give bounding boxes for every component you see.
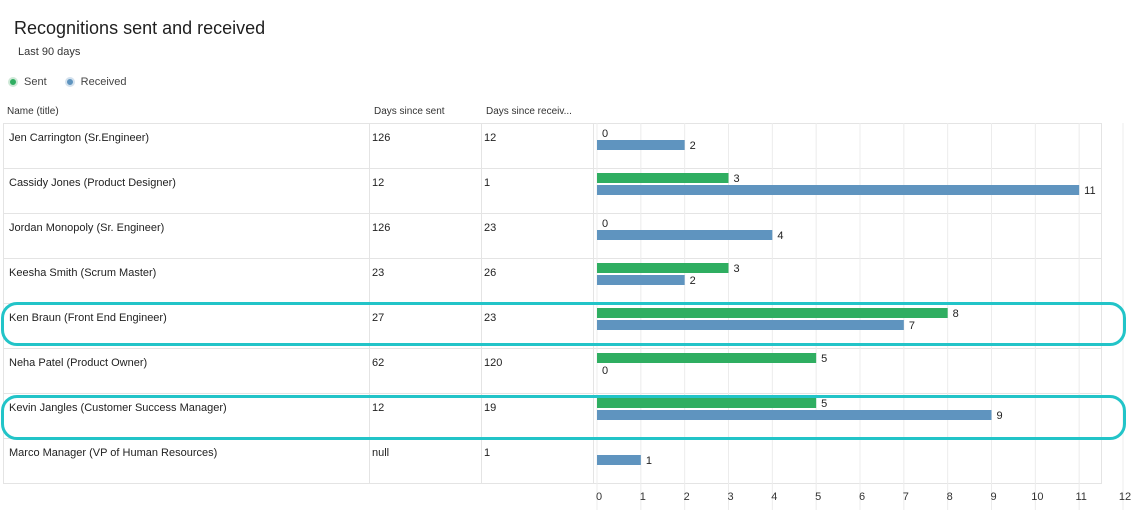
bar-value-label: 0 <box>602 218 608 230</box>
x-tick-label: 7 <box>903 491 909 503</box>
column-header-days-received[interactable]: Days since receiv... <box>486 106 572 117</box>
row-days-sent: 23 <box>372 267 385 279</box>
highlight-outline <box>1 395 1126 440</box>
legend-item-received[interactable]: Received <box>64 76 127 88</box>
x-tick-label: 3 <box>727 491 733 503</box>
row-name: Keesha Smith (Scrum Master) <box>9 267 157 279</box>
row-days-sent: 126 <box>372 222 391 234</box>
row-name: Cassidy Jones (Product Designer) <box>9 177 176 189</box>
highlight-outline <box>1 302 1126 346</box>
bar-value-label: 8 <box>953 308 959 320</box>
column-header-days-sent[interactable]: Days since sent <box>374 106 445 117</box>
row-name: Ken Braun (Front End Engineer) <box>9 312 167 324</box>
bar-value-label: 0 <box>602 128 608 140</box>
bar-value-label: 7 <box>909 320 915 332</box>
received-bar <box>597 275 685 285</box>
row-days-received: 120 <box>484 357 503 369</box>
row-days-sent: 62 <box>372 357 385 369</box>
legend-label-received: Received <box>80 76 127 88</box>
received-bar <box>597 455 641 465</box>
x-tick-label: 0 <box>596 491 602 503</box>
bar-value-label: 2 <box>690 140 696 152</box>
row-days-received: 26 <box>484 267 497 279</box>
x-tick-label: 12 <box>1119 491 1131 503</box>
table-row[interactable]: Keesha Smith (Scrum Master) 23 26 <box>3 258 1102 303</box>
legend-item-sent[interactable]: Sent <box>8 76 47 88</box>
table-row[interactable]: Jen Carrington (Sr.Engineer) 126 12 <box>3 123 1102 168</box>
bar-value-label: 1 <box>646 455 652 467</box>
row-name: Marco Manager (VP of Human Resources) <box>9 447 218 459</box>
row-name: Kevin Jangles (Customer Success Manager) <box>9 402 227 414</box>
chart-legend: Sent Received <box>8 76 127 88</box>
page-subtitle: Last 90 days <box>18 46 81 58</box>
sent-bar <box>597 263 729 273</box>
row-name: Jordan Monopoly (Sr. Engineer) <box>9 222 165 234</box>
x-tick-label: 11 <box>1075 491 1086 503</box>
column-header-name[interactable]: Name (title) <box>7 106 59 117</box>
bar-value-label: 5 <box>821 398 827 410</box>
x-tick-label: 5 <box>815 491 821 503</box>
x-tick-label: 2 <box>684 491 690 503</box>
table-row[interactable]: Cassidy Jones (Product Designer) 12 1 <box>3 168 1102 213</box>
bar-value-label: 4 <box>777 230 783 242</box>
row-days-sent: 126 <box>372 132 391 144</box>
page-title: Recognitions sent and received <box>14 18 266 38</box>
sent-bar <box>597 308 948 318</box>
table-row[interactable]: Neha Patel (Product Owner) 62 120 <box>3 348 1102 393</box>
row-days-sent: 12 <box>372 402 385 414</box>
received-bar <box>597 320 904 330</box>
row-days-received: 12 <box>484 132 497 144</box>
bar-value-label: 0 <box>602 365 608 377</box>
sent-bar <box>597 173 729 183</box>
sent-bar <box>597 353 817 363</box>
row-name: Neha Patel (Product Owner) <box>9 357 148 369</box>
x-tick-label: 10 <box>1031 491 1043 503</box>
row-days-sent: 12 <box>372 177 385 189</box>
bar-value-label: 5 <box>821 353 827 365</box>
table-bottom-border <box>3 483 1102 484</box>
received-dot-icon <box>64 77 75 87</box>
received-bar <box>597 230 773 240</box>
row-days-received: 19 <box>484 402 497 414</box>
x-tick-label: 8 <box>947 491 953 503</box>
row-days-sent: 27 <box>372 312 385 324</box>
received-bar <box>597 185 1080 195</box>
x-tick-label: 9 <box>990 491 996 503</box>
column-divider <box>3 123 4 484</box>
sent-bar <box>597 398 817 408</box>
received-bar <box>597 410 992 420</box>
row-days-received: 23 <box>484 222 497 234</box>
x-tick-label: 1 <box>640 491 646 503</box>
row-days-sent: null <box>372 447 390 459</box>
legend-label-sent: Sent <box>24 76 47 88</box>
x-tick-label: 6 <box>859 491 865 503</box>
table-row[interactable]: Kevin Jangles (Customer Success Manager)… <box>3 393 1102 438</box>
bar-value-label: 9 <box>997 410 1003 422</box>
bar-value-label: 3 <box>734 263 740 275</box>
row-name: Jen Carrington (Sr.Engineer) <box>9 132 150 144</box>
x-tick-label: 4 <box>771 491 777 503</box>
row-days-received: 1 <box>484 177 491 189</box>
recognitions-table: Jen Carrington (Sr.Engineer) 126 12 Cassidy… <box>3 123 1102 484</box>
bar-value-label: 2 <box>690 275 696 287</box>
row-days-received: 1 <box>484 447 491 459</box>
row-days-received: 23 <box>484 312 497 324</box>
sent-dot-icon <box>8 77 18 87</box>
received-bar <box>597 140 685 150</box>
table-row[interactable]: Jordan Monopoly (Sr. Engineer) 126 23 <box>3 213 1102 258</box>
bar-value-label: 3 <box>734 173 740 185</box>
bar-value-label: 11 <box>1084 185 1095 197</box>
